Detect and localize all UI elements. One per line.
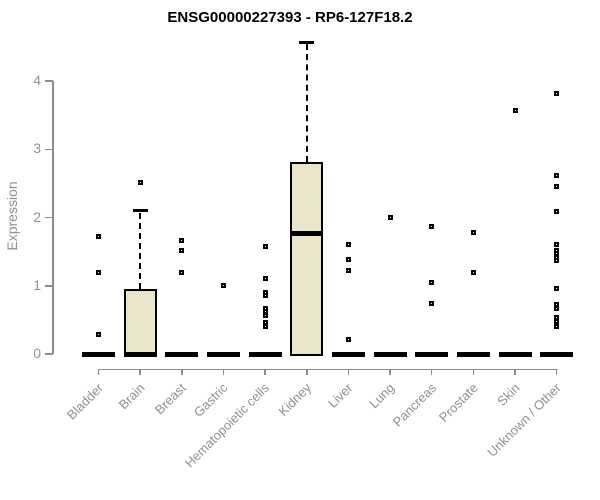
collapsed-box-lung — [373, 352, 407, 357]
x-tick-label-kidney: Kidney — [275, 379, 315, 419]
outlier-point-unknown-other — [554, 323, 560, 329]
outlier-point-unknown-other — [554, 184, 560, 190]
outlier-point-unknown-other — [554, 208, 560, 214]
outlier-point-bladder — [96, 269, 101, 275]
chart-title: ENSG00000227393 - RP6-127F18.2 — [167, 9, 413, 26]
y-tick — [45, 285, 53, 287]
collapsed-box-bladder — [82, 352, 115, 357]
outlier-point-liver — [345, 337, 351, 343]
collapsed-box-liver — [331, 352, 365, 357]
outlier-point-unknown-other — [554, 285, 560, 291]
x-tick — [347, 368, 350, 375]
outlier-point-skin — [512, 107, 518, 113]
x-tick — [306, 368, 308, 375]
y-tick-label: 2 — [33, 208, 41, 225]
x-tick-label-breast: Breast — [151, 379, 190, 417]
outlier-point-pancreas — [429, 279, 435, 285]
x-tick — [222, 368, 225, 375]
outlier-point-hematopoietic-cells — [262, 293, 268, 299]
y-tick — [45, 148, 53, 150]
outlier-point-breast — [179, 269, 185, 275]
outlier-point-pancreas — [429, 223, 435, 229]
outlier-point-bladder — [96, 331, 101, 337]
boxplot-box-kidney — [290, 161, 324, 356]
whisker-line-brain — [139, 212, 142, 290]
outlier-point-hematopoietic-cells — [262, 323, 268, 329]
y-tick — [45, 216, 53, 219]
collapsed-box-prostate — [456, 352, 490, 357]
outlier-point-unknown-other — [554, 319, 560, 325]
y-tick-label: 0 — [33, 345, 41, 361]
outlier-point-brain — [137, 180, 143, 186]
x-tick — [264, 368, 266, 375]
whisker-line-kidney — [305, 44, 308, 162]
whisker-cap-kidney — [299, 40, 315, 44]
median-line-kidney — [290, 231, 324, 236]
x-tick — [430, 368, 433, 375]
x-tick-label-brain: Brain — [115, 379, 148, 412]
y-tick — [45, 80, 53, 82]
collapsed-box-breast — [165, 352, 199, 357]
x-tick-label-liver: Liver — [325, 379, 356, 411]
outlier-point-unknown-other — [554, 302, 560, 308]
outlier-point-gastric — [220, 283, 226, 289]
x-tick-label-gastric: Gastric — [191, 379, 231, 420]
median-line-brain — [123, 352, 157, 357]
x-tick — [181, 368, 183, 375]
x-tick-label-pancreas: Pancreas — [389, 379, 440, 430]
x-tick-label-skin: Skin — [493, 379, 523, 409]
collapsed-box-pancreas — [415, 352, 449, 357]
outlier-point-lung — [387, 215, 393, 220]
whisker-cap-brain — [132, 209, 148, 213]
x-tick-label-bladder: Bladder — [63, 379, 106, 422]
outlier-point-breast — [179, 238, 185, 244]
x-tick — [389, 368, 391, 375]
boxplot-box-brain — [123, 289, 157, 356]
x-tick-label-unknown-other: Unknown / Other — [484, 379, 564, 460]
outlier-point-hematopoietic-cells — [262, 312, 268, 318]
outlier-point-liver — [345, 242, 351, 248]
outlier-point-breast — [179, 247, 185, 253]
collapsed-box-unknown-other — [540, 352, 574, 357]
outlier-point-prostate — [470, 269, 476, 275]
outlier-point-pancreas — [429, 300, 435, 306]
outlier-point-prostate — [470, 230, 476, 235]
collapsed-box-gastric — [206, 352, 240, 357]
outlier-point-hematopoietic-cells — [262, 244, 268, 250]
outlier-point-unknown-other — [554, 257, 560, 263]
x-axis-line — [98, 368, 558, 370]
x-tick-label-prostate: Prostate — [435, 379, 481, 425]
x-tick — [97, 368, 100, 375]
outlier-point-liver — [345, 267, 351, 273]
collapsed-box-skin — [498, 352, 532, 357]
y-tick-label: 4 — [33, 72, 41, 88]
outlier-point-unknown-other — [554, 306, 560, 312]
collapsed-box-hematopoietic-cells — [248, 352, 282, 357]
y-tick — [45, 353, 53, 355]
outlier-point-unknown-other — [554, 242, 560, 248]
x-tick — [555, 368, 558, 375]
x-tick-label-lung: Lung — [366, 379, 398, 411]
outlier-point-hematopoietic-cells — [262, 275, 268, 281]
x-tick — [514, 368, 516, 375]
y-tick-label: 1 — [33, 276, 41, 293]
x-tick — [139, 368, 141, 375]
outlier-point-unknown-other — [554, 315, 560, 321]
outlier-point-liver — [345, 256, 351, 262]
outlier-point-bladder — [96, 234, 101, 240]
outlier-point-unknown-other — [554, 90, 560, 96]
outlier-point-unknown-other — [554, 172, 560, 178]
y-tick-label: 3 — [33, 140, 41, 157]
x-tick — [472, 368, 475, 375]
